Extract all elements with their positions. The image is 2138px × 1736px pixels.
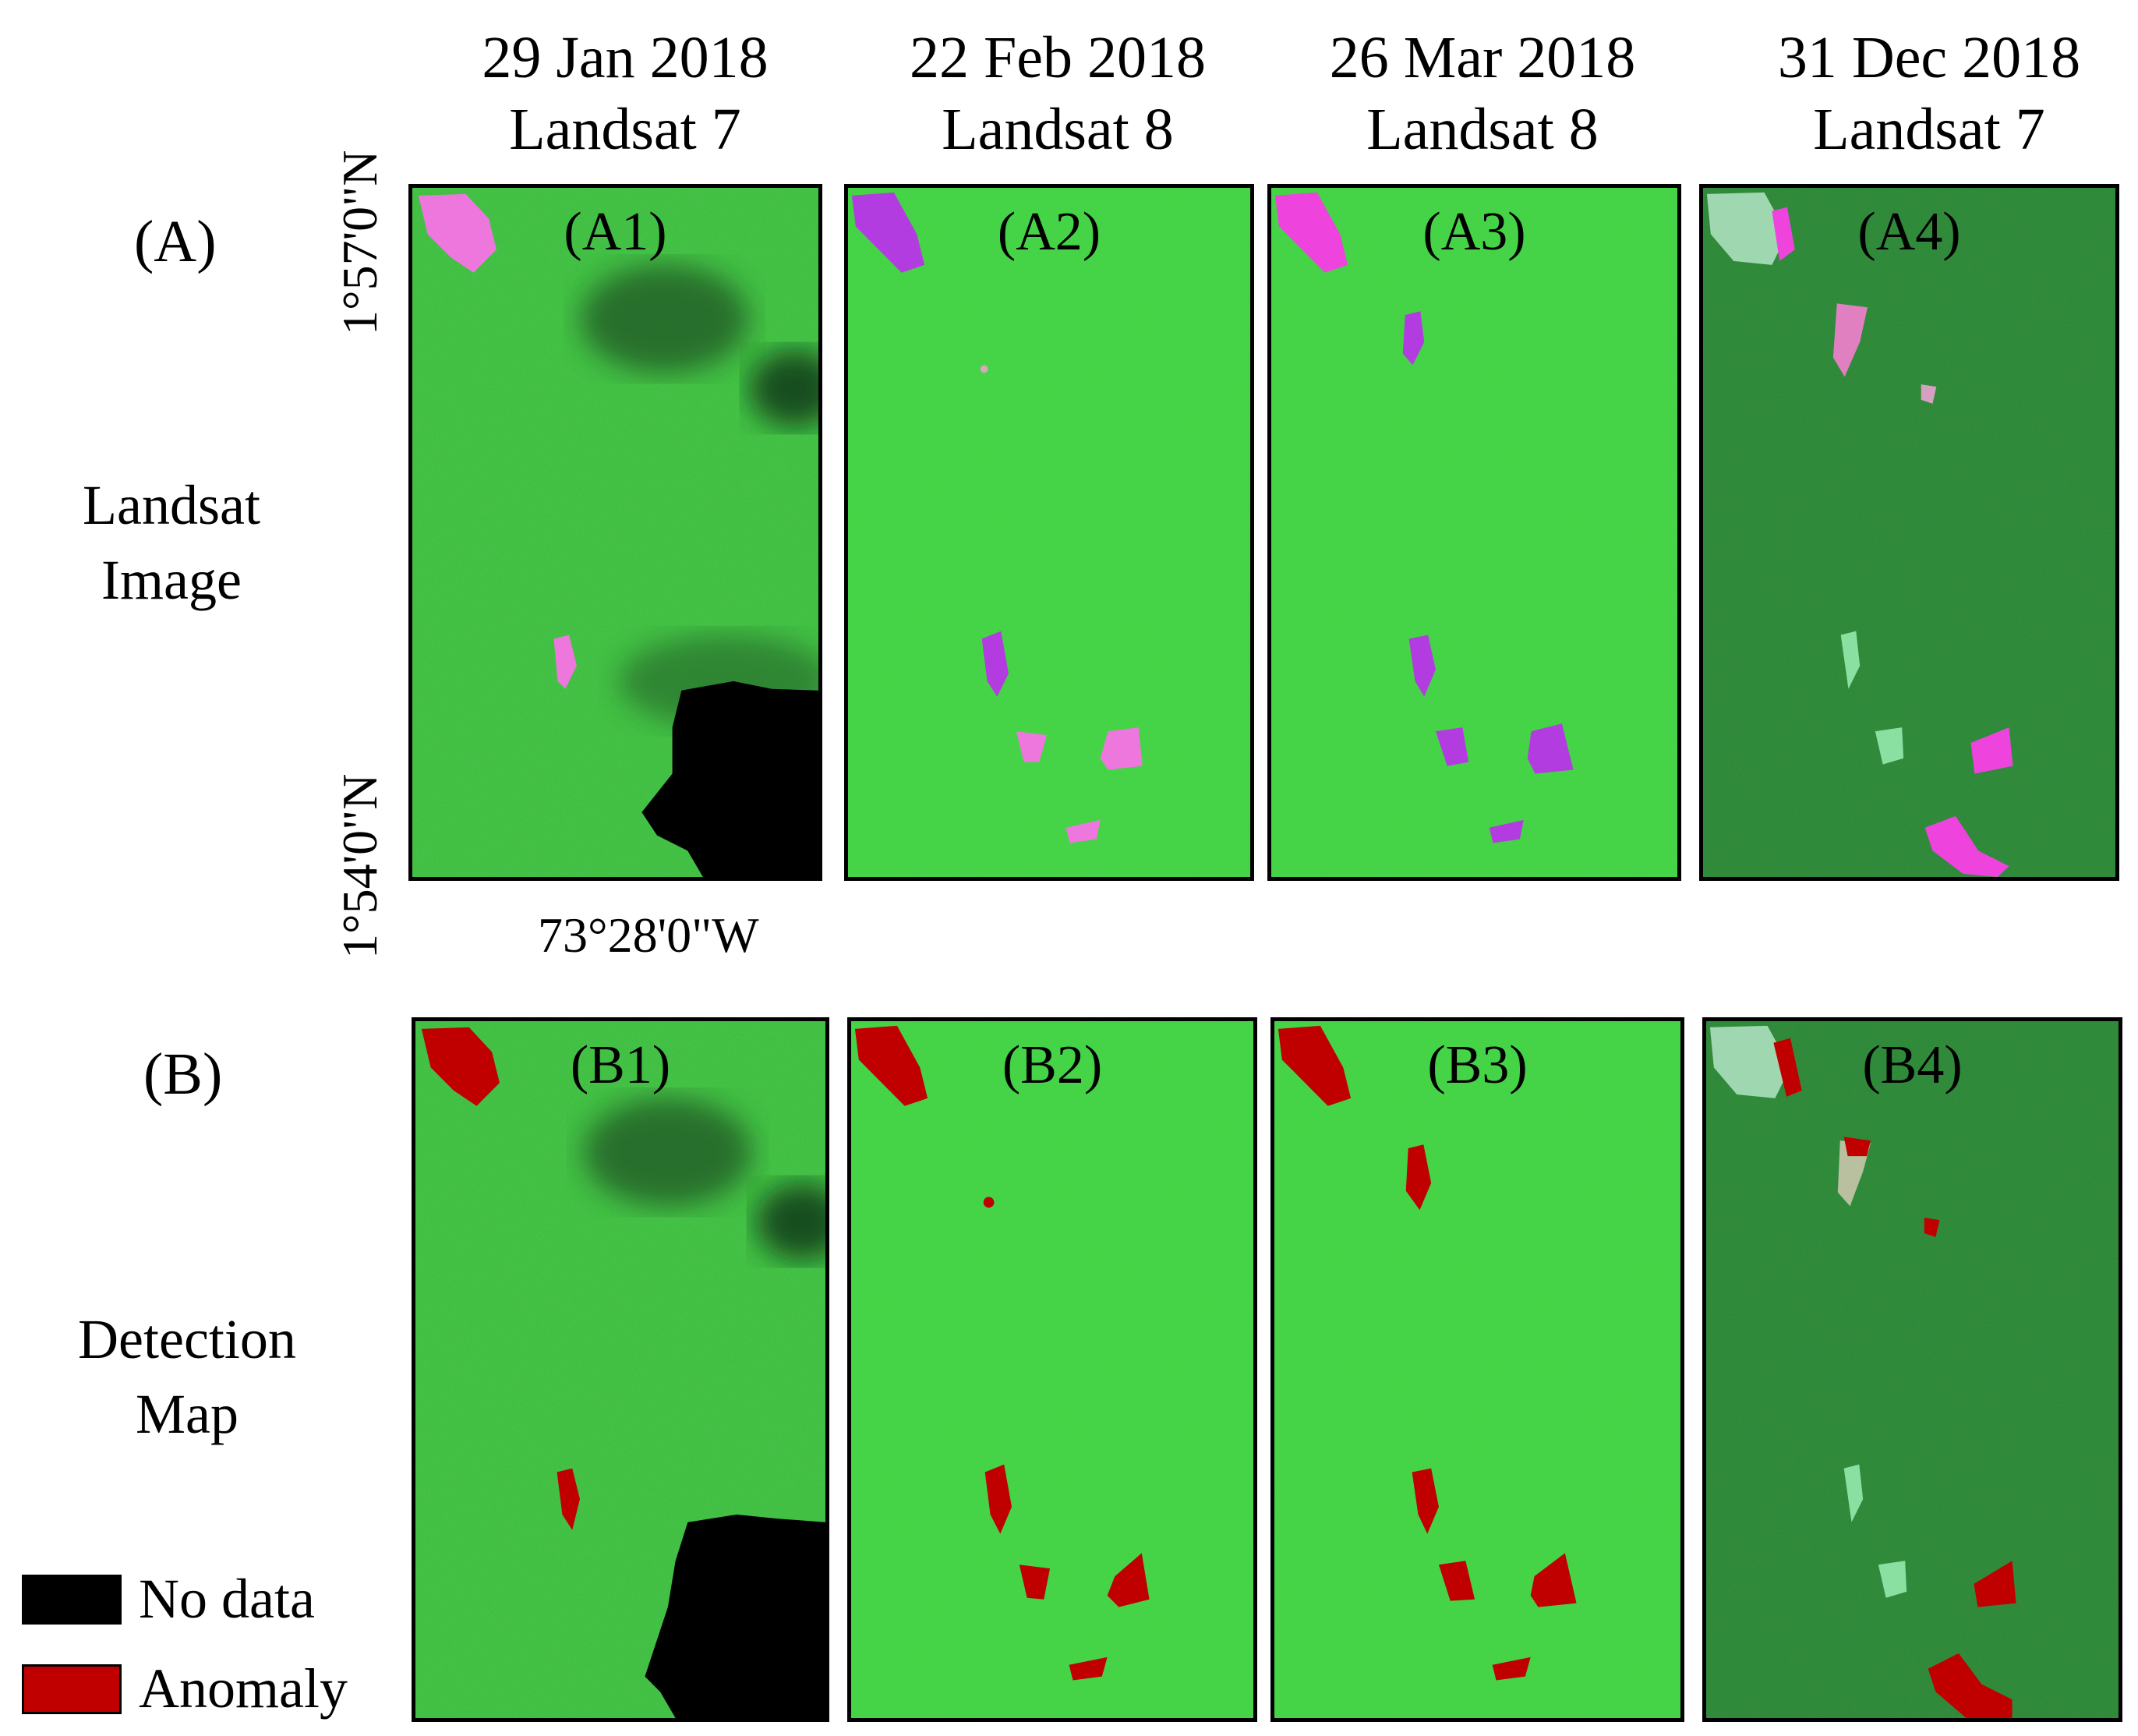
- panel-label: (B4): [1862, 1035, 1963, 1095]
- panel-label: (A2): [997, 202, 1101, 262]
- column-header-1: 29 Jan 2018 Landsat 7: [430, 22, 820, 165]
- detection-map-b4: [1706, 1021, 2119, 1718]
- row-tag-b: (B): [143, 1041, 223, 1107]
- legend-swatch-anomaly: [22, 1664, 122, 1714]
- panel-a1: (A1): [408, 184, 822, 881]
- column-header-3: 26 Mar 2018 Landsat 8: [1288, 22, 1677, 165]
- column-header-4: 31 Dec 2018 Landsat 7: [1734, 22, 2124, 165]
- legend-no-data: No data: [22, 1567, 315, 1632]
- detection-map-b2: [851, 1021, 1253, 1718]
- panel-label: (A3): [1422, 202, 1526, 262]
- legend-anomaly: Anomaly: [22, 1656, 348, 1721]
- column-date: 22 Feb 2018: [910, 25, 1206, 90]
- panel-label: (A1): [564, 202, 667, 262]
- panel-b4: (B4): [1702, 1017, 2122, 1722]
- row-label-a: Landsat Image: [47, 468, 296, 617]
- detection-map-b3: [1274, 1021, 1680, 1718]
- panel-a3: (A3): [1267, 184, 1681, 881]
- row-label-b: Detection Map: [55, 1302, 320, 1451]
- panel-label: (B1): [570, 1035, 671, 1095]
- legend-label: No data: [139, 1568, 315, 1630]
- column-sensor: Landsat 8: [1366, 97, 1599, 162]
- latitude-bottom-label: 1°54'0"N: [332, 773, 387, 959]
- landsat-image-a1: [412, 188, 818, 877]
- detection-map-b1: [415, 1021, 825, 1718]
- row-label-line: Detection: [78, 1308, 296, 1370]
- latitude-top-label: 1°57'0"N: [332, 150, 387, 335]
- panel-label: (A4): [1857, 202, 1961, 262]
- legend-label: Anomaly: [139, 1657, 348, 1720]
- column-sensor: Landsat 8: [942, 97, 1174, 162]
- landsat-image-a4: [1703, 188, 2115, 877]
- legend-swatch-no-data: [22, 1574, 122, 1625]
- column-date: 31 Dec 2018: [1777, 25, 2081, 90]
- longitude-label: 73°28'0"W: [538, 907, 759, 963]
- column-date: 26 Mar 2018: [1329, 25, 1636, 90]
- panel-label: (B3): [1427, 1035, 1528, 1095]
- row-label-line: Landsat: [83, 474, 260, 536]
- panel-b3: (B3): [1270, 1017, 1684, 1722]
- landsat-image-a3: [1271, 188, 1677, 877]
- column-header-2: 22 Feb 2018 Landsat 8: [863, 22, 1253, 165]
- panel-label: (B2): [1002, 1035, 1103, 1095]
- panel-b2: (B2): [847, 1017, 1257, 1722]
- panel-b1: (B1): [412, 1017, 829, 1722]
- row-tag-a: (A): [134, 209, 217, 274]
- column-sensor: Landsat 7: [509, 97, 741, 162]
- panel-a4: (A4): [1699, 184, 2119, 881]
- column-sensor: Landsat 7: [1813, 97, 2045, 162]
- row-label-line: Image: [101, 549, 242, 611]
- column-date: 29 Jan 2018: [482, 25, 769, 90]
- row-label-line: Map: [136, 1383, 239, 1445]
- panel-a2: (A2): [844, 184, 1254, 881]
- landsat-image-a2: [848, 188, 1250, 877]
